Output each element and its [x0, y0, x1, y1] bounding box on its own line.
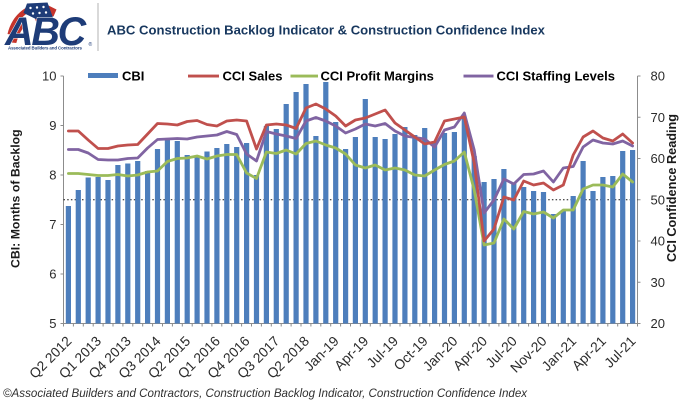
svg-text:10: 10: [42, 69, 56, 84]
svg-text:60: 60: [651, 151, 665, 166]
svg-text:70: 70: [651, 110, 665, 125]
svg-text:CBI: CBI: [122, 69, 144, 84]
svg-text:ABC Construction Backlog Indic: ABC Construction Backlog Indicator & Con…: [107, 23, 546, 38]
svg-text:40: 40: [651, 234, 665, 249]
svg-text:®: ®: [89, 41, 93, 48]
svg-text:9: 9: [49, 118, 56, 133]
svg-text:6: 6: [49, 267, 56, 282]
svg-text:CCI Sales: CCI Sales: [223, 69, 283, 84]
svg-text:8: 8: [49, 168, 56, 183]
svg-text:ABC: ABC: [4, 10, 87, 54]
svg-text:CCI Staffing Levels: CCI Staffing Levels: [497, 69, 615, 84]
svg-text:©Associated Builders and Contr: ©Associated Builders and Contractors, Co…: [3, 387, 528, 400]
svg-text:20: 20: [651, 316, 665, 331]
svg-text:Associated Builders and Contra: Associated Builders and Contractors: [8, 46, 83, 51]
svg-text:7: 7: [49, 217, 56, 232]
svg-text:80: 80: [651, 69, 665, 84]
svg-text:CBI: Months of Backlog: CBI: Months of Backlog: [9, 129, 23, 268]
svg-text:CCI Confidence Reading: CCI Confidence Reading: [665, 114, 679, 262]
svg-text:50: 50: [651, 192, 665, 207]
svg-text:CCI Profit Margins: CCI Profit Margins: [321, 69, 434, 84]
svg-text:5: 5: [49, 316, 56, 331]
svg-text:30: 30: [651, 275, 665, 290]
